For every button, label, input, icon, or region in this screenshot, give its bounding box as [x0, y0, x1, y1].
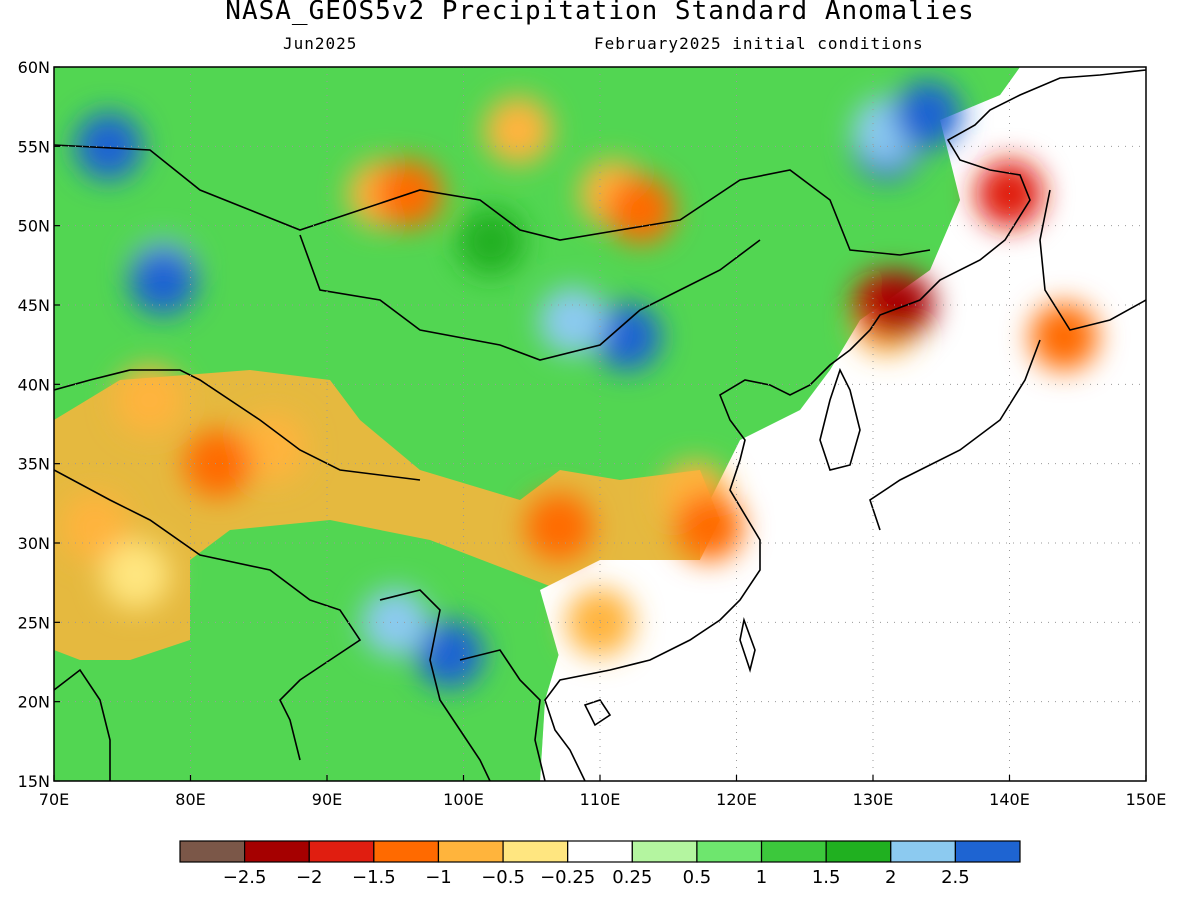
anomaly-blob: [129, 247, 198, 316]
anomaly-blob: [675, 493, 744, 562]
anomaly-blob: [74, 112, 143, 181]
colorbar-swatch: [890, 840, 956, 863]
anomaly-blob: [115, 366, 184, 435]
anomaly-blob: [593, 302, 662, 371]
longitude-ticks: 70E 80E 90E 100E 110E 120E 130E 140E 150E: [39, 775, 1167, 809]
lat-tick-label: 55N: [18, 137, 50, 156]
colorbar-label: −0.25: [540, 867, 595, 888]
anomaly-blob: [238, 413, 307, 482]
lon-tick-label: 90E: [312, 790, 342, 809]
anomaly-blob: [183, 429, 252, 498]
lat-tick-label: 45N: [18, 296, 50, 315]
lat-tick-label: 35N: [18, 455, 50, 474]
colorbar-swatch: [631, 840, 698, 863]
anomaly-blob: [361, 588, 430, 657]
anomaly-blob: [538, 286, 607, 355]
colorbar-label: 1.5: [812, 867, 841, 888]
anomaly-blob: [866, 271, 935, 339]
chart-title: NASA_GEOS5v2 Precipitation Standard Anom…: [225, 0, 975, 26]
forecast-month: Jun2025: [283, 34, 358, 53]
initial-conditions: February2025 initial conditions: [594, 34, 924, 53]
colorbar-swatch: [760, 840, 827, 863]
colorbar-swatch: [567, 840, 633, 863]
colorbar-swatch: [437, 840, 504, 863]
anomaly-blob: [893, 80, 962, 149]
anomaly-blob: [456, 207, 525, 276]
colorbar-label: 1: [756, 867, 767, 888]
lat-tick-label: 15N: [18, 772, 50, 791]
colorbar-swatch: [244, 840, 310, 863]
colorbar-label: −0.5: [481, 867, 525, 888]
colorbar-swatch: [696, 840, 763, 863]
colorbar-swatch: [373, 840, 440, 863]
colorbar: −2.5 −2 −1.5 −1 −0.5 −0.25 0.25 0.5 1 1.5 2 2.5: [179, 840, 1021, 888]
lon-tick-label: 140E: [989, 790, 1030, 809]
colorbar-swatch: [825, 840, 892, 863]
anomaly-blobs: [60, 80, 1099, 689]
colorbar-label: −1.5: [352, 867, 396, 888]
anomaly-blob: [606, 175, 675, 244]
lat-lon-grid: [54, 67, 1146, 781]
colorbar-label: 2.5: [941, 867, 970, 888]
colorbar-label: 0.5: [683, 867, 712, 888]
lon-tick-label: 110E: [580, 790, 621, 809]
anomaly-blob: [101, 540, 170, 609]
colorbar-label: −2: [296, 867, 323, 888]
colorbar-swatch: [308, 840, 375, 863]
lat-tick-label: 50N: [18, 217, 50, 236]
colorbar-swatch: [502, 840, 569, 863]
anomaly-field: [54, 67, 1146, 781]
colorbar-label: 0.25: [612, 867, 652, 888]
colorbar-label: −1: [425, 867, 452, 888]
colorbar-swatch: [179, 840, 246, 863]
lon-tick-label: 70E: [39, 790, 69, 809]
colorbar-swatch: [954, 840, 1021, 863]
lat-tick-label: 60N: [18, 58, 50, 77]
anomaly-blob: [525, 493, 594, 562]
lat-tick-label: 25N: [18, 613, 50, 632]
land-anomaly-overlay: [54, 67, 1020, 781]
lon-tick-label: 80E: [175, 790, 205, 809]
lat-tick-label: 30N: [18, 534, 50, 553]
colorbar-label: 2: [885, 867, 896, 888]
lat-tick-label: 40N: [18, 375, 50, 394]
lon-tick-label: 150E: [1126, 790, 1167, 809]
latitude-ticks: 15N 20N 25N 30N 35N 40N 45N 50N 55N 60N: [18, 58, 60, 791]
anomaly-blob: [484, 96, 553, 165]
lon-tick-label: 120E: [716, 790, 757, 809]
anomaly-blob: [1030, 302, 1099, 371]
coastlines-and-borders: [54, 69, 1146, 781]
lat-tick-label: 20N: [18, 693, 50, 712]
colorbar-label: −2.5: [223, 867, 267, 888]
lon-tick-label: 130E: [853, 790, 894, 809]
anomaly-blob: [60, 493, 129, 562]
lon-tick-label: 100E: [443, 790, 484, 809]
